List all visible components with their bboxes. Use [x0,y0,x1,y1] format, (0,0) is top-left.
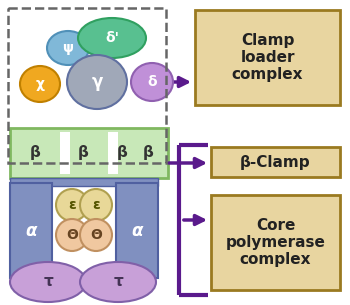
Text: β: β [29,145,41,160]
Text: α: α [25,221,37,239]
Text: δ: δ [147,75,157,89]
Bar [10,178,158,186]
Text: β: β [78,145,89,160]
Ellipse shape [47,31,89,65]
Bar [60,132,70,174]
Bar [116,183,158,278]
Bar [8,8,166,163]
Bar [211,147,340,177]
Bar [195,10,340,105]
Text: Θ: Θ [90,228,102,242]
Circle shape [56,189,88,221]
Ellipse shape [67,55,127,109]
Text: Core
polymerase
complex: Core polymerase complex [225,217,326,267]
Circle shape [56,219,88,251]
Ellipse shape [10,262,86,302]
Text: β: β [142,145,153,160]
Text: τ: τ [113,274,123,289]
Ellipse shape [80,262,156,302]
Text: Θ: Θ [66,228,78,242]
Text: δ': δ' [105,31,119,45]
Bar [211,195,340,290]
Bar [10,128,168,178]
Bar [108,132,118,174]
Text: α: α [131,221,143,239]
Circle shape [80,189,112,221]
Text: γ: γ [91,73,103,91]
Text: ε: ε [92,198,100,212]
Ellipse shape [78,18,146,58]
Text: β: β [117,145,127,160]
Text: χ: χ [35,77,44,91]
Text: Clamp
loader
complex: Clamp loader complex [232,33,303,82]
Text: ψ: ψ [63,41,74,55]
Text: β-Clamp: β-Clamp [240,155,311,170]
Text: τ: τ [43,274,53,289]
Circle shape [80,219,112,251]
Ellipse shape [20,66,60,102]
Text: ε: ε [68,198,76,212]
Bar [10,183,52,278]
Ellipse shape [131,63,173,101]
